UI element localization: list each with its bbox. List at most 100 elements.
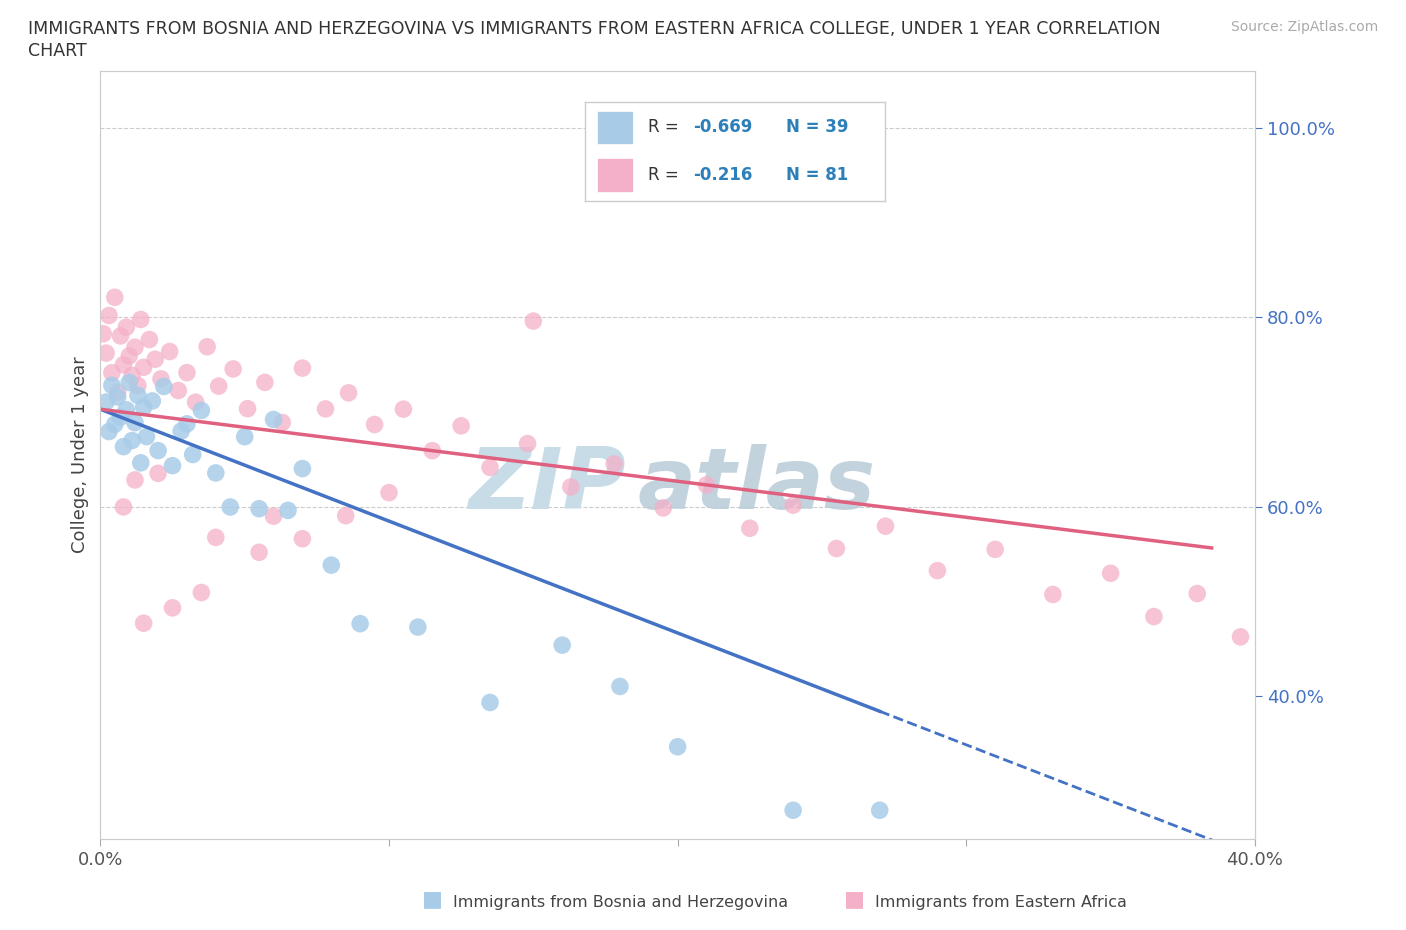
Point [363,417,385,432]
Point [112,439,135,454]
Point [107,390,129,405]
Point [129,312,152,327]
Point [141,393,163,408]
Point [253,375,276,390]
Point [167,383,190,398]
Point [146,443,169,458]
Point [219,499,242,514]
Point [208,379,231,393]
Point [138,332,160,347]
Point [315,402,337,417]
Point [247,501,270,516]
Point [162,458,184,473]
Point [149,371,172,386]
Point [176,365,198,380]
Point [127,388,149,403]
Point [247,545,270,560]
Point [135,429,157,444]
Point [190,403,212,418]
Point [263,412,285,427]
Point [153,379,176,394]
Point [129,456,152,471]
Text: Immigrants from Bosnia and Herzegovina: Immigrants from Bosnia and Herzegovina [453,895,787,910]
Point [176,417,198,432]
Point [190,585,212,600]
Point [291,531,314,546]
Point [291,461,314,476]
Point [666,739,689,754]
Point [271,415,294,430]
Y-axis label: College, Under 1 year: College, Under 1 year [72,356,89,553]
Point [291,361,314,376]
Point [195,339,218,354]
Text: Immigrants from Eastern Africa: Immigrants from Eastern Africa [875,895,1126,910]
Point [1187,586,1209,601]
Point [146,466,169,481]
Point [450,418,472,433]
Point [115,403,138,418]
Point [94,346,117,361]
Point [101,365,124,380]
Point [551,638,574,653]
Point [603,457,626,472]
Point [94,394,117,409]
Point [104,290,127,305]
Point [132,360,155,375]
Point [1099,565,1122,580]
Point [124,472,146,487]
Point [420,444,443,458]
Point [236,401,259,416]
Text: atlas: atlas [637,444,876,527]
Point [132,616,155,631]
Point [91,326,114,341]
Text: Source: ZipAtlas.com: Source: ZipAtlas.com [1230,20,1378,34]
Point [124,339,146,354]
Point [1229,630,1251,644]
Point [170,424,193,439]
Point [696,477,718,492]
Point [392,402,415,417]
Point [110,409,132,424]
Point [162,601,184,616]
Text: ■: ■ [422,889,443,910]
Point [98,424,121,439]
Point [984,542,1007,557]
Text: ■: ■ [844,889,865,910]
Point [184,394,207,409]
Point [121,433,143,448]
Point [112,357,135,372]
Point [132,400,155,415]
Point [204,466,226,481]
Point [609,679,631,694]
Point [277,503,299,518]
Point [927,564,949,578]
Point [652,500,675,515]
Point [349,617,371,631]
Text: CHART: CHART [28,42,87,60]
Point [118,349,141,364]
Point [479,695,502,710]
Point [101,378,124,392]
Point [107,385,129,400]
Point [204,530,226,545]
Point [181,447,204,462]
Point [98,308,121,323]
Point [335,509,357,524]
Point [782,803,804,817]
Point [233,430,256,445]
Point [337,385,360,400]
Point [104,417,127,432]
Point [118,375,141,390]
Text: ZIP: ZIP [468,444,626,527]
Point [115,320,138,335]
Point [121,368,143,383]
Point [869,803,891,817]
Point [479,460,502,475]
Point [222,362,245,377]
Text: IMMIGRANTS FROM BOSNIA AND HERZEGOVINA VS IMMIGRANTS FROM EASTERN AFRICA COLLEGE: IMMIGRANTS FROM BOSNIA AND HERZEGOVINA V… [28,20,1161,38]
Point [127,379,149,393]
Point [112,499,135,514]
Point [1143,609,1166,624]
Point [738,521,761,536]
Point [124,415,146,430]
